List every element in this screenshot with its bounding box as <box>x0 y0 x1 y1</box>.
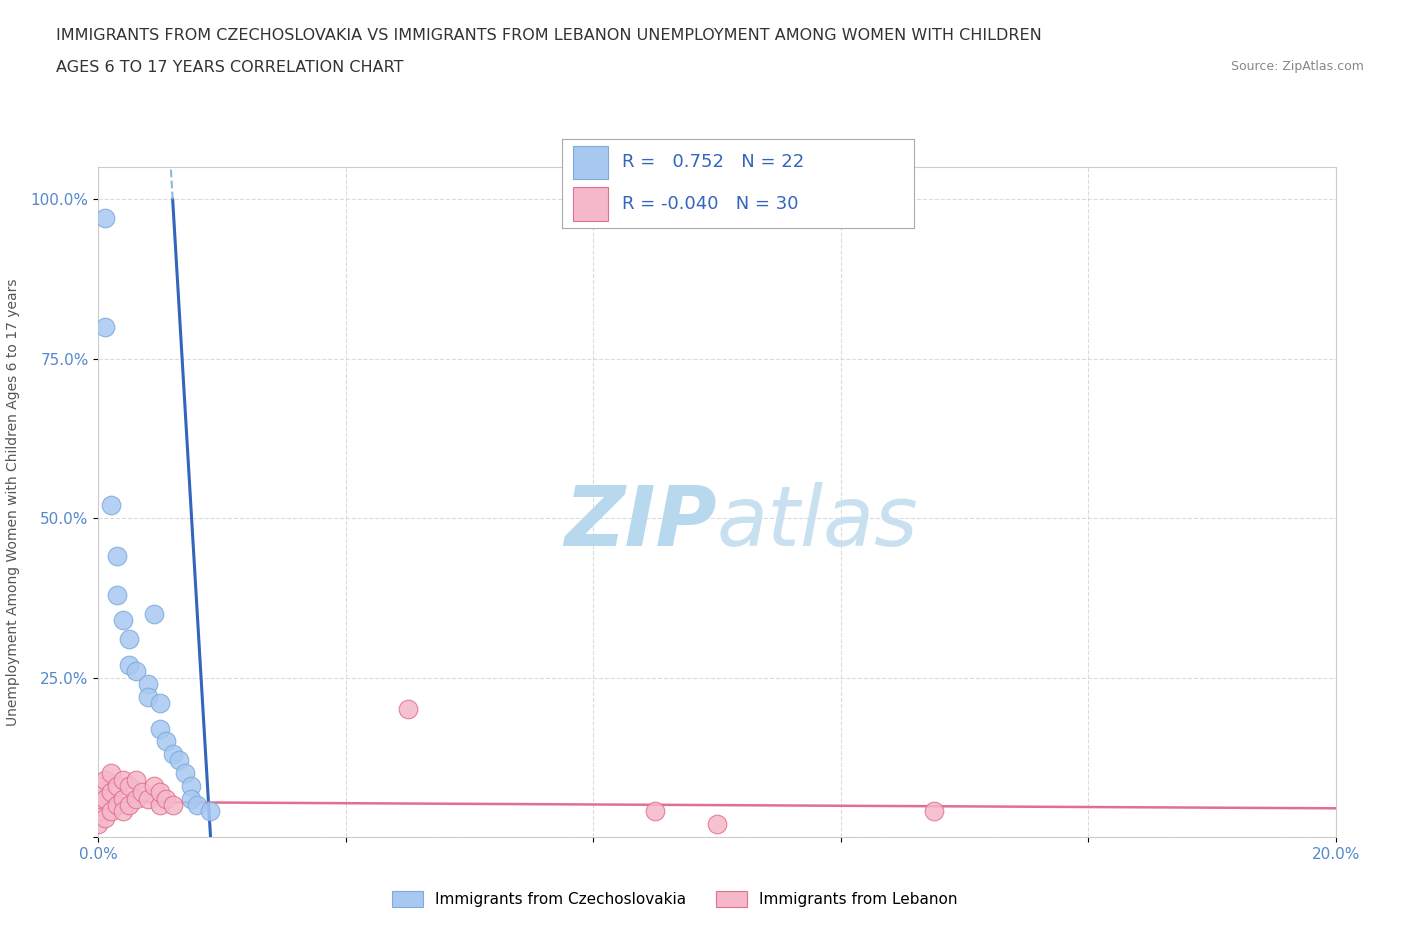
Point <box>124 772 146 787</box>
Point <box>93 211 115 226</box>
Point <box>396 702 419 717</box>
Point <box>198 804 221 819</box>
Point <box>105 798 128 813</box>
Point <box>155 791 177 806</box>
Text: AGES 6 TO 17 YEARS CORRELATION CHART: AGES 6 TO 17 YEARS CORRELATION CHART <box>56 60 404 75</box>
Point <box>112 791 135 806</box>
Point <box>124 664 146 679</box>
Text: R =   0.752   N = 22: R = 0.752 N = 22 <box>621 153 804 171</box>
Point <box>87 804 110 819</box>
Point <box>136 689 159 704</box>
Point <box>112 772 135 787</box>
Point <box>87 791 110 806</box>
Point <box>93 319 115 334</box>
Text: IMMIGRANTS FROM CZECHOSLOVAKIA VS IMMIGRANTS FROM LEBANON UNEMPLOYMENT AMONG WOM: IMMIGRANTS FROM CZECHOSLOVAKIA VS IMMIGR… <box>56 28 1042 43</box>
Point <box>118 658 141 672</box>
Point <box>180 778 202 793</box>
Point <box>105 778 128 793</box>
Text: ZIP: ZIP <box>564 482 717 563</box>
Point <box>93 791 115 806</box>
Point <box>131 785 153 800</box>
Point <box>87 817 110 831</box>
Point <box>105 587 128 602</box>
Point <box>162 798 184 813</box>
Point <box>118 798 141 813</box>
Point <box>149 696 172 711</box>
Y-axis label: Unemployment Among Women with Children Ages 6 to 17 years: Unemployment Among Women with Children A… <box>6 278 20 726</box>
Point <box>100 785 122 800</box>
Point <box>112 613 135 628</box>
Point <box>162 747 184 762</box>
Point <box>124 791 146 806</box>
Legend: Immigrants from Czechoslovakia, Immigrants from Lebanon: Immigrants from Czechoslovakia, Immigran… <box>385 884 965 913</box>
Point <box>186 798 208 813</box>
Point <box>93 810 115 825</box>
Point <box>155 734 177 749</box>
Point <box>149 798 172 813</box>
Point <box>149 721 172 736</box>
Text: R = -0.040   N = 30: R = -0.040 N = 30 <box>621 195 799 213</box>
Point <box>143 778 166 793</box>
Point <box>644 804 666 819</box>
Point <box>706 817 728 831</box>
Point <box>100 804 122 819</box>
Bar <box>574 187 607 220</box>
Point <box>167 753 190 768</box>
Point <box>93 772 115 787</box>
Point <box>143 606 166 621</box>
Point <box>105 549 128 564</box>
Point <box>180 791 202 806</box>
Point <box>118 631 141 646</box>
Bar <box>574 146 607 179</box>
Point <box>174 765 197 780</box>
Point <box>100 765 122 780</box>
Point <box>922 804 945 819</box>
Point <box>112 804 135 819</box>
Point <box>136 791 159 806</box>
Text: Source: ZipAtlas.com: Source: ZipAtlas.com <box>1230 60 1364 73</box>
Point <box>149 785 172 800</box>
Point <box>118 778 141 793</box>
Point <box>87 778 110 793</box>
Text: atlas: atlas <box>717 482 918 563</box>
Point <box>100 498 122 512</box>
Point <box>136 676 159 691</box>
